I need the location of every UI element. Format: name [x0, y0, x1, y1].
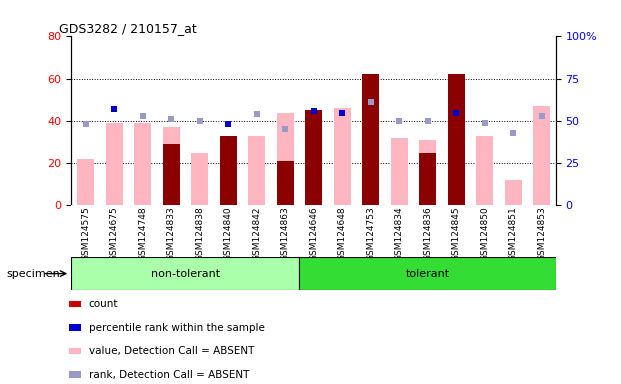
Bar — [299, 257, 556, 290]
Text: GSM124753: GSM124753 — [366, 207, 375, 261]
Bar — [163, 127, 179, 205]
Text: GSM124748: GSM124748 — [138, 207, 147, 261]
Text: GSM124575: GSM124575 — [81, 207, 90, 261]
Bar — [419, 153, 436, 205]
Text: percentile rank within the sample: percentile rank within the sample — [89, 323, 265, 333]
Bar — [220, 136, 237, 205]
Bar — [533, 106, 550, 205]
Text: specimen: specimen — [6, 268, 60, 279]
Text: GSM124838: GSM124838 — [195, 207, 204, 261]
Bar — [391, 138, 407, 205]
Bar — [362, 74, 379, 205]
Bar — [448, 100, 465, 205]
Bar — [220, 153, 237, 205]
Text: GSM124850: GSM124850 — [480, 207, 489, 261]
Text: non-tolerant: non-tolerant — [151, 268, 220, 279]
Bar — [362, 77, 379, 205]
Bar — [305, 113, 322, 205]
Text: GSM124863: GSM124863 — [281, 207, 289, 261]
Text: GSM124833: GSM124833 — [166, 207, 176, 261]
Text: GSM124851: GSM124851 — [509, 207, 517, 261]
Text: GSM124840: GSM124840 — [224, 207, 233, 261]
Bar — [191, 153, 208, 205]
Text: rank, Detection Call = ABSENT: rank, Detection Call = ABSENT — [89, 369, 249, 380]
Bar — [106, 123, 123, 205]
Bar — [69, 324, 81, 331]
Bar — [69, 371, 81, 378]
Text: value, Detection Call = ABSENT: value, Detection Call = ABSENT — [89, 346, 254, 356]
Text: count: count — [89, 299, 119, 309]
Bar — [77, 159, 94, 205]
Bar — [419, 140, 436, 205]
Text: GSM124648: GSM124648 — [338, 207, 347, 261]
Text: GSM124845: GSM124845 — [451, 207, 461, 261]
Bar — [333, 108, 351, 205]
Bar — [276, 113, 294, 205]
Bar — [69, 348, 81, 354]
Bar — [448, 74, 465, 205]
Text: GSM124853: GSM124853 — [537, 207, 546, 261]
Text: GDS3282 / 210157_at: GDS3282 / 210157_at — [59, 22, 197, 35]
Text: GSM124834: GSM124834 — [394, 207, 404, 261]
Bar — [276, 161, 294, 205]
Bar — [163, 144, 179, 205]
Text: GSM124675: GSM124675 — [110, 207, 119, 261]
Text: GSM124646: GSM124646 — [309, 207, 318, 261]
Bar — [248, 136, 265, 205]
Bar — [69, 301, 81, 307]
Bar — [71, 257, 299, 290]
Text: GSM124842: GSM124842 — [252, 207, 261, 261]
Bar — [134, 123, 151, 205]
Bar — [476, 136, 493, 205]
Bar — [504, 180, 522, 205]
Text: tolerant: tolerant — [406, 268, 450, 279]
Bar — [305, 111, 322, 205]
Text: GSM124836: GSM124836 — [423, 207, 432, 261]
